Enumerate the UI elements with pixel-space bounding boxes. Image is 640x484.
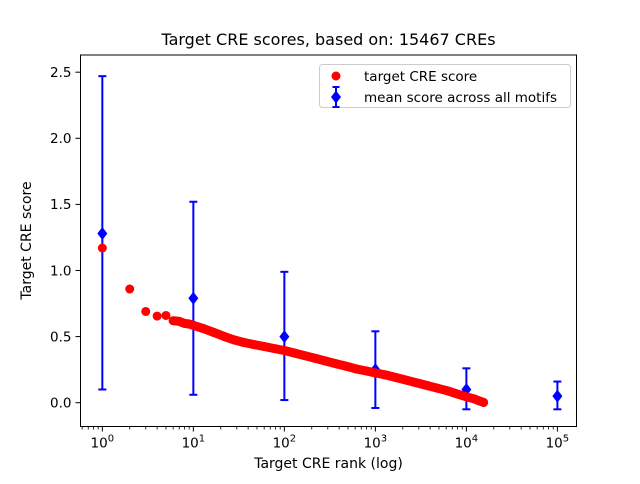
target-score-dot-marker — [188, 320, 198, 330]
target-score-dot-marker — [341, 361, 351, 371]
x-minor-ticks — [81, 426, 554, 430]
x-tick-label: 105 — [546, 434, 570, 452]
target-score-dot-marker — [432, 383, 442, 393]
target-score-dot-marker — [461, 392, 471, 402]
y-major-ticks — [75, 71, 81, 404]
target-score-dot-marker — [479, 397, 489, 407]
x-major-ticks — [101, 426, 558, 432]
target-score-dot-marker — [152, 311, 162, 321]
legend-marker-circle-icon — [331, 71, 341, 81]
x-tick-label: 101 — [182, 434, 206, 452]
target-score-dot-marker — [199, 324, 209, 334]
mean-score-diamond-marker — [552, 389, 563, 403]
mean-score-diamond-marker — [279, 330, 290, 344]
target-score-dot-marker — [249, 340, 259, 350]
x-axis-label: Target CRE rank (log) — [253, 456, 403, 472]
y-tick-label: 0.0 — [50, 396, 71, 412]
target-score-dot-marker — [362, 366, 372, 376]
y-tick-label: 0.5 — [50, 329, 71, 345]
target-score-dot-marker — [269, 343, 279, 353]
target-score-dot-marker — [391, 373, 401, 383]
target-score-dot-marker — [239, 338, 249, 348]
mean-score-diamond-marker — [188, 291, 199, 305]
target-score-dot-marker — [402, 375, 412, 385]
x-tick-label: 103 — [364, 434, 388, 452]
target-score-dot-marker — [229, 335, 239, 345]
target-score-dot-marker — [125, 284, 135, 294]
target-score-dot-marker — [259, 342, 269, 352]
target-score-dot-marker — [300, 351, 310, 361]
target-score-dot-marker — [279, 345, 289, 355]
x-tick-label: 102 — [273, 434, 297, 452]
y-tick-labels: 0.0 0.5 1.0 1.5 2.0 2.5 — [50, 65, 71, 412]
target-score-dot-marker — [351, 364, 361, 374]
legend-marker-diamond-shape — [331, 90, 341, 104]
target-score-dot-marker — [453, 389, 463, 399]
legend-item-label: mean score across all motifs — [364, 90, 557, 106]
target-score-dot-marker — [321, 356, 331, 366]
y-tick-label: 1.0 — [50, 263, 71, 279]
target-score-dot-marker — [141, 306, 151, 316]
target-score-dot-marker — [97, 243, 107, 253]
target-score-dot-marker — [370, 368, 380, 378]
red-scatter-series — [97, 243, 489, 407]
x-tick-label: 104 — [455, 434, 479, 452]
target-score-dot-marker — [381, 370, 391, 380]
target-score-dot-marker — [331, 359, 341, 369]
x-tick-label: 100 — [91, 434, 115, 452]
target-score-dot-marker — [220, 332, 230, 342]
legend-item-target-cre-score: target CRE score — [331, 69, 477, 85]
legend-box — [319, 64, 571, 108]
legend-item-label: target CRE score — [364, 69, 477, 85]
target-score-dot-marker — [412, 378, 422, 388]
chart-title: Target CRE scores, based on: 15467 CREs — [160, 30, 495, 49]
target-score-dot-marker — [442, 386, 452, 396]
y-tick-label: 2.0 — [50, 131, 71, 147]
target-score-dot-marker — [161, 310, 171, 320]
target-score-dot-marker — [311, 353, 321, 363]
x-tick-labels: 100 101 102 103 104 105 — [91, 434, 570, 452]
target-score-dot-marker — [422, 381, 432, 391]
mean-score-diamond-marker — [97, 226, 108, 240]
target-score-dot-marker — [209, 328, 219, 338]
legend: target CRE score mean score across all m… — [319, 64, 571, 108]
plot-area — [80, 54, 577, 427]
target-score-dot-marker — [290, 348, 300, 358]
y-axis-label: Target CRE score — [19, 181, 35, 300]
legend-item-mean-score: mean score across all motifs — [331, 86, 557, 108]
y-tick-label: 2.5 — [50, 65, 71, 81]
y-tick-label: 1.5 — [50, 197, 71, 213]
